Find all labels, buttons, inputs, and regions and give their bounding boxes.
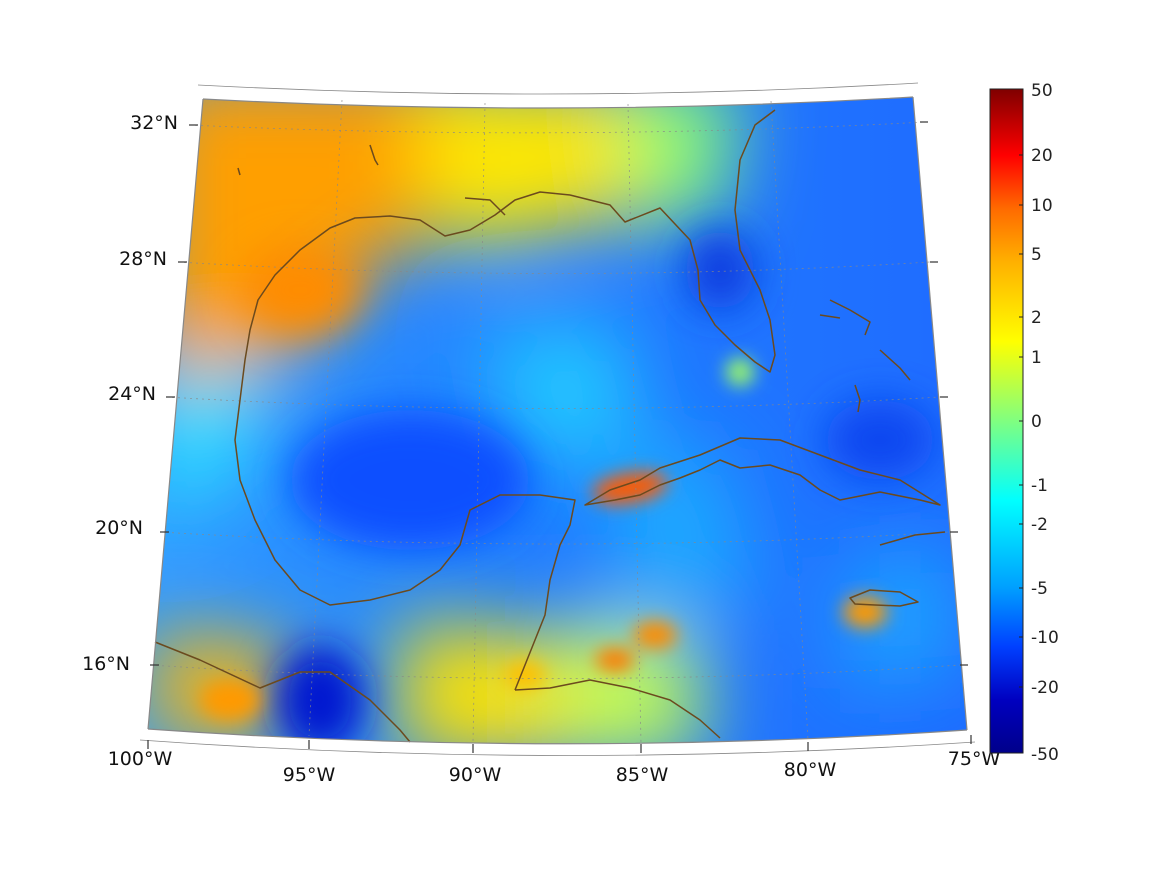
colorbar-ticks [1019,154,1023,688]
colorbar-tick-label: 5 [1031,245,1042,265]
lat-label: 24°N [108,383,156,405]
lon-label: 85°W [616,764,669,786]
colorbar-tick-label: -50 [1031,745,1059,765]
colorbar-tick-label: -2 [1031,515,1048,535]
frame-ticks [147,121,972,753]
colorbar-tick-label: -20 [1031,678,1059,698]
map-frame [139,82,976,756]
lon-label: 75°W [948,748,1001,770]
lat-label: 28°N [119,248,167,270]
colorbar: 50 20 10 5 2 1 0 -1 -2 -5 -10 -20 -50 [989,81,1059,765]
colorbar-tick-label: 0 [1031,412,1042,432]
colorbar-tick-label: 10 [1031,196,1053,216]
colorbar-tick-label: 1 [1031,348,1042,368]
lon-label: 100°W [108,748,173,770]
data-field [148,97,967,744]
lon-label: 80°W [784,759,837,781]
colorbar-tick-label: -5 [1031,579,1048,599]
lon-label: 95°W [283,764,336,786]
longitude-labels: 100°W 95°W 90°W 85°W 80°W 75°W [108,748,1001,786]
graticule [149,99,961,745]
coastlines [154,109,946,743]
colorbar-tick-label: 2 [1031,308,1042,328]
colorbar-tick-label: -1 [1031,476,1048,496]
lat-label: 32°N [130,112,178,134]
lat-label: 20°N [95,517,143,539]
colorbar-gradient [989,88,1024,754]
colorbar-tick-label: 20 [1031,146,1053,166]
lon-label: 90°W [449,764,502,786]
latitude-labels: 32°N 28°N 24°N 20°N 16°N [82,112,178,675]
colorbar-tick-label: -10 [1031,628,1059,648]
colorbar-tick-label: 50 [1031,81,1053,101]
lat-label: 16°N [82,653,130,675]
